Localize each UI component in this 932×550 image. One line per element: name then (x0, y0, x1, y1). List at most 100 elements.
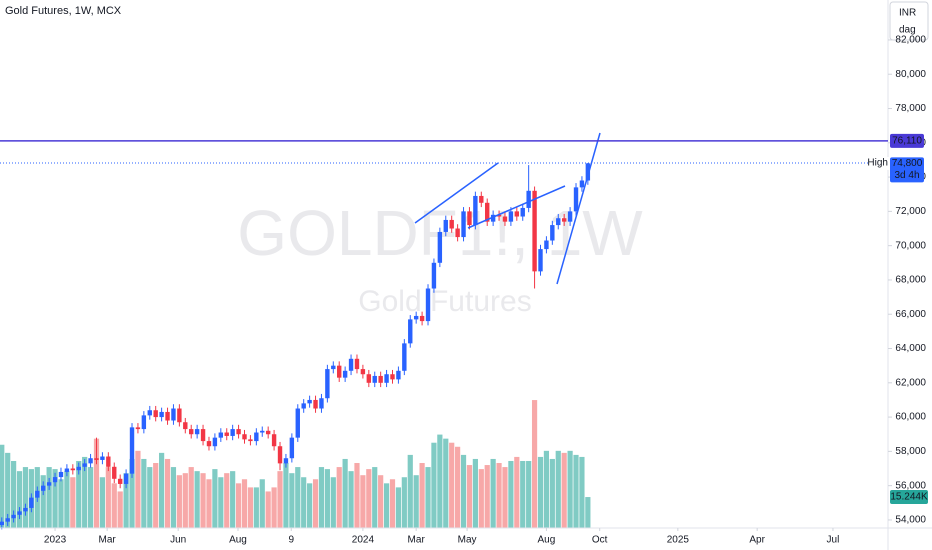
candle-body (366, 374, 372, 383)
volume-bar (301, 477, 307, 528)
volume-bar (99, 477, 106, 528)
candle-body (41, 485, 46, 491)
price-label-box (890, 133, 924, 148)
volume-bar (360, 475, 366, 528)
volume-bar (147, 467, 153, 528)
candle-body (135, 427, 141, 430)
candle-body (342, 370, 348, 378)
y-tick-label: 68,000 (895, 275, 926, 286)
y-tick-label: 78,000 (895, 103, 926, 114)
volume-bar (585, 497, 591, 528)
volume-bar (307, 483, 313, 528)
volume-bar (425, 467, 431, 528)
x-tick-label: Mar (408, 535, 426, 546)
candle-body (141, 415, 147, 430)
volume-bar (135, 450, 141, 528)
volume-bar (543, 450, 550, 528)
candle-body (165, 411, 170, 421)
candle-body (502, 216, 508, 222)
x-tick-label: Apr (749, 535, 765, 546)
candle-body (218, 432, 224, 438)
volume-bar (455, 446, 461, 528)
candle-body (94, 458, 99, 460)
volume-bar (64, 471, 70, 528)
unit: dag (899, 25, 916, 36)
candle-body (194, 429, 200, 435)
volume-label-box (890, 490, 928, 505)
candle-body (544, 240, 549, 250)
volume-bar (449, 442, 455, 528)
candle-body (189, 429, 194, 435)
y-tick-label: 72,000 (895, 206, 926, 217)
candle-body (295, 408, 300, 438)
volume-bar (82, 456, 88, 528)
volume-bar (531, 400, 538, 528)
volume-bar (520, 460, 526, 528)
candle-body (337, 365, 342, 378)
volume-bar (478, 469, 484, 528)
candle-body (76, 466, 81, 471)
candle-body (567, 211, 573, 222)
volume-bar (401, 477, 407, 528)
y-tick-label: 58,000 (895, 446, 926, 457)
volume-bar (0, 444, 5, 528)
y-tick-label: 64,000 (895, 343, 926, 354)
legend-title: Gold Futures, 1W, MCX (5, 5, 122, 17)
volume-bar (549, 458, 555, 528)
candle-body (408, 319, 413, 344)
volume-bar (496, 463, 502, 528)
volume-bar (16, 471, 23, 528)
volume-bar (466, 465, 473, 528)
candle-body (573, 187, 579, 212)
volume-bar (579, 456, 585, 528)
volume-bar (117, 491, 123, 528)
candle-body (402, 343, 407, 371)
volume-bar (164, 458, 171, 528)
volume-bar (123, 473, 129, 528)
drawings (414, 132, 601, 285)
candle-body (23, 507, 28, 512)
volume-bar (295, 467, 301, 528)
volume-bar (200, 473, 206, 528)
volume-bar (182, 473, 188, 528)
volume-bar (283, 463, 289, 528)
candle-body (479, 195, 484, 203)
volume-bar (40, 475, 46, 528)
volume-bar (46, 467, 52, 528)
currency-box[interactable] (889, 1, 929, 41)
volume-bar (324, 469, 330, 528)
candle-body (289, 437, 295, 459)
volume-bar (230, 471, 236, 528)
candle-body (485, 202, 490, 222)
candle-body (449, 219, 454, 229)
currency: INR (899, 8, 916, 19)
candle-body (461, 211, 466, 238)
volume-bar (354, 463, 360, 528)
candle-body (437, 231, 443, 263)
volume-bar (277, 471, 283, 528)
candle-body (585, 163, 591, 181)
volume-bar (224, 473, 230, 528)
candle-body (58, 471, 64, 478)
x-tick-label: 2024 (352, 535, 375, 546)
candle-body (532, 190, 537, 272)
x-tick-label: 9 (288, 535, 294, 546)
volume-bar (567, 450, 573, 528)
candle-body (112, 466, 117, 479)
volume-bar (395, 487, 402, 528)
candle-body (100, 456, 105, 460)
candle-body (52, 477, 58, 483)
volume-bar (170, 467, 177, 528)
candle-body (354, 358, 360, 370)
candle-body (159, 411, 164, 418)
candle-body (431, 262, 437, 289)
y-tick-label: 60,000 (895, 412, 926, 423)
volume-bar (188, 467, 194, 528)
volume-bar (366, 469, 372, 528)
volume-bar (265, 491, 271, 528)
volume-bar (555, 450, 561, 528)
candle-body (106, 456, 111, 467)
candle-body (319, 398, 324, 409)
candle-body (313, 399, 318, 409)
